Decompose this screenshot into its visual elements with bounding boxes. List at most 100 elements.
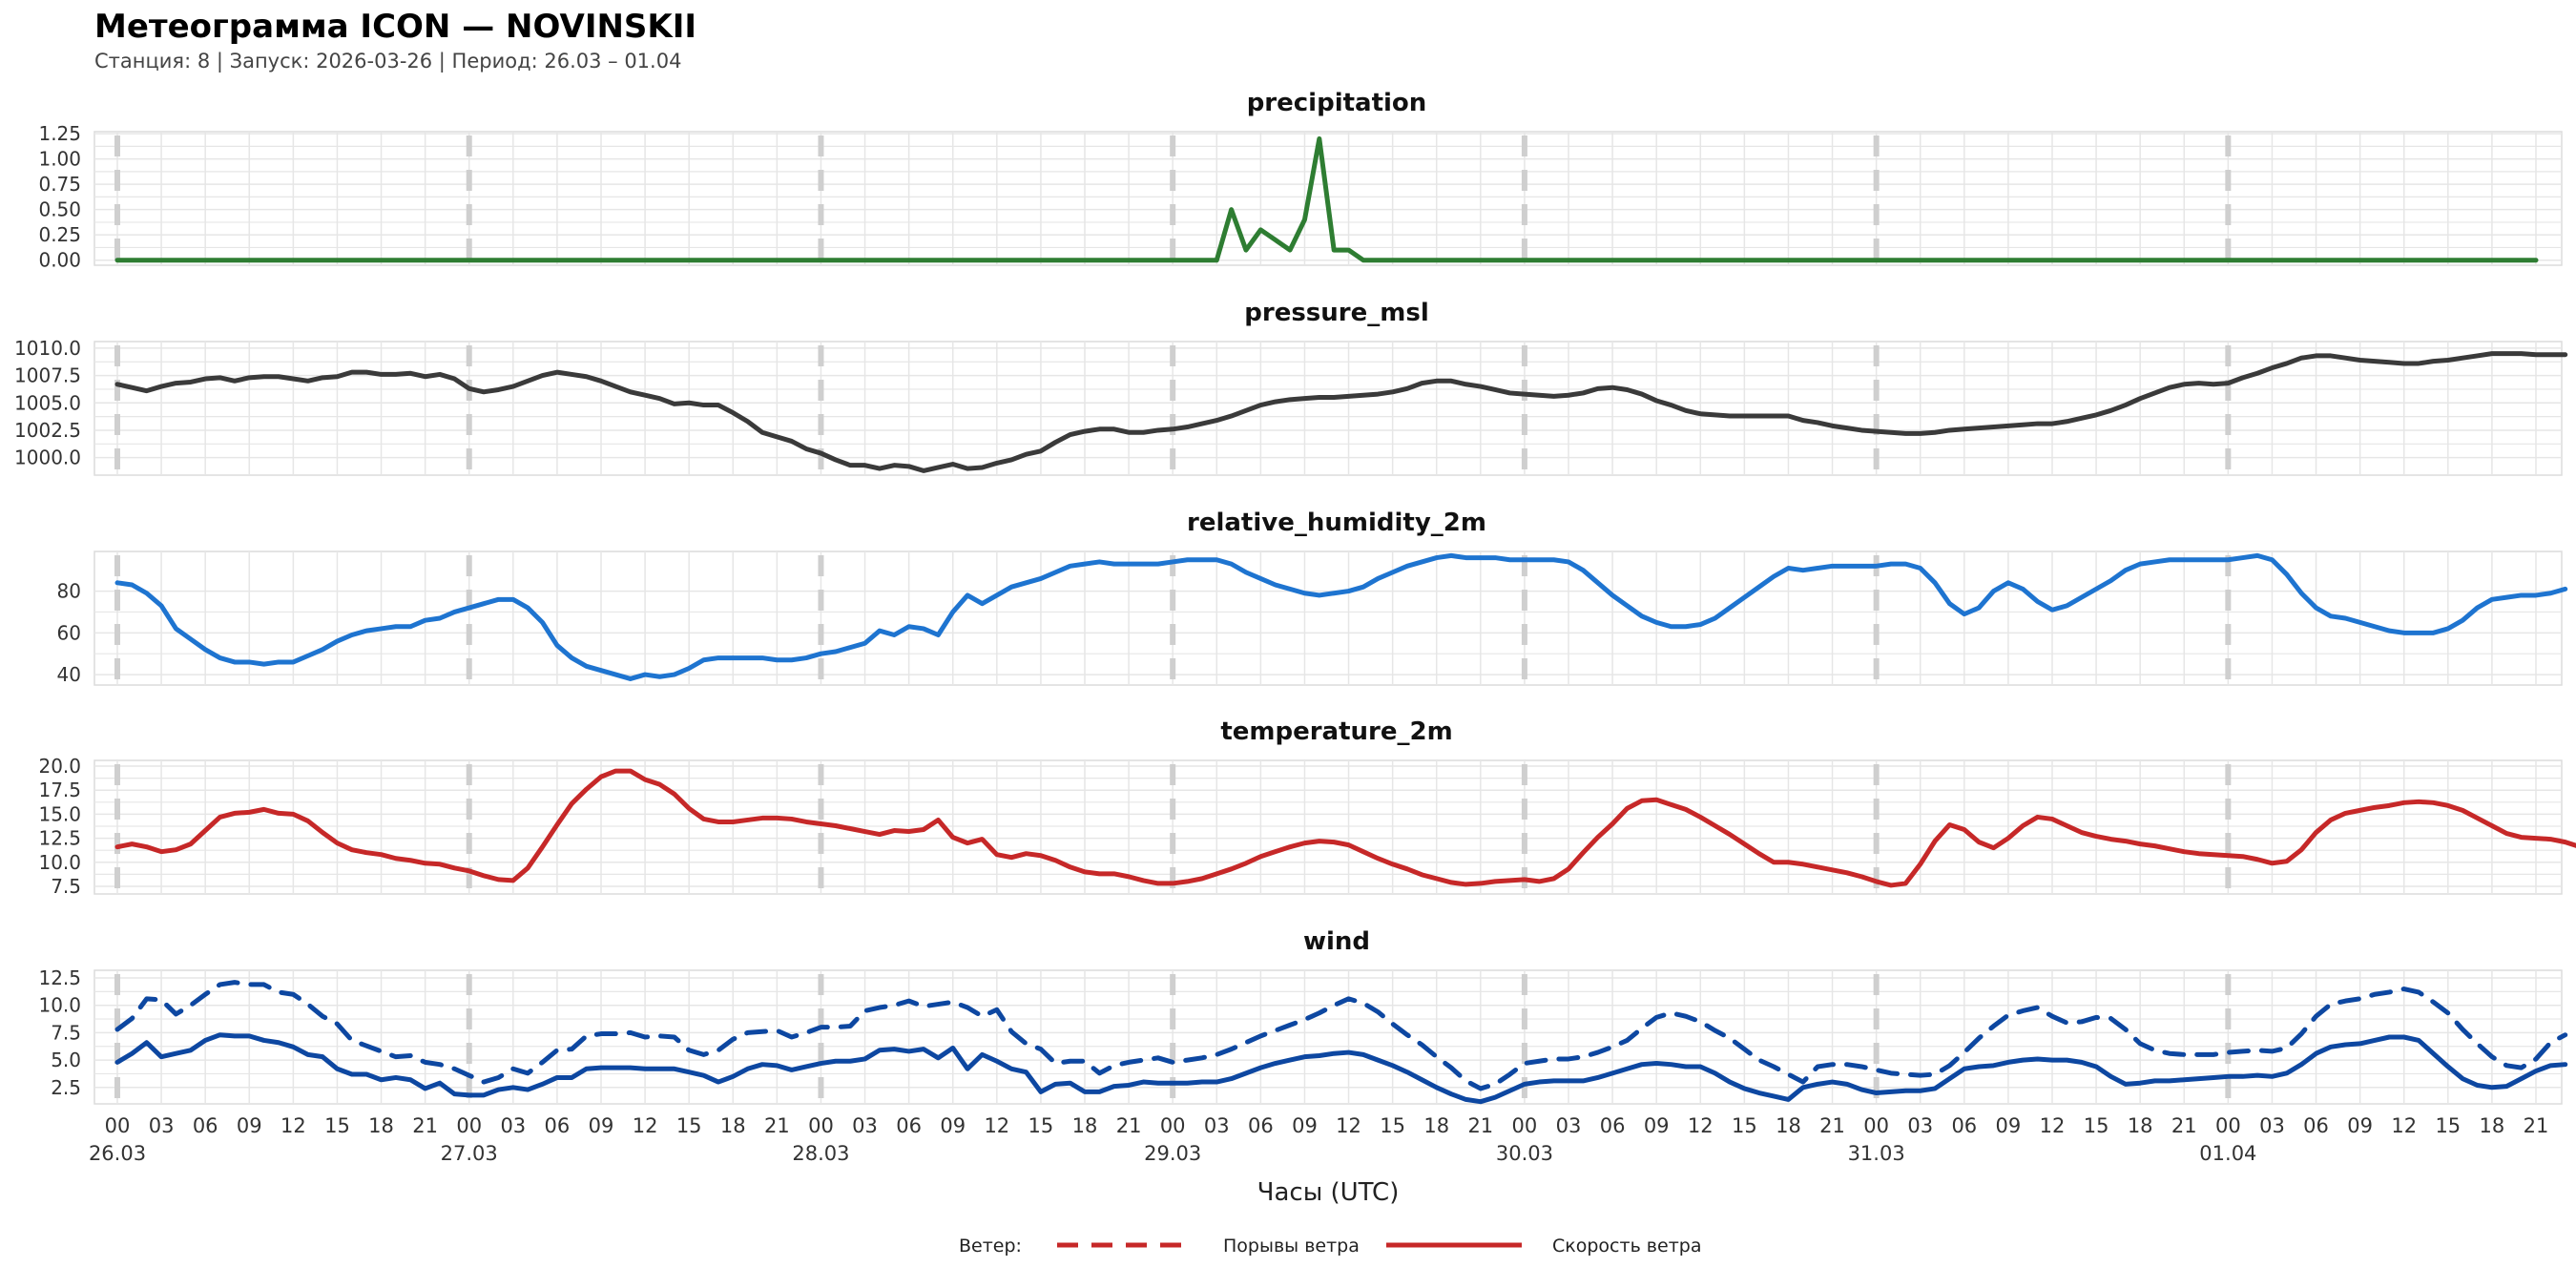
x-tick-label: 09 bbox=[1644, 1114, 1670, 1137]
x-tick-label: 09 bbox=[2347, 1114, 2373, 1137]
x-tick-label: 21 bbox=[764, 1114, 790, 1137]
x-day-label: 30.03 bbox=[1496, 1142, 1553, 1165]
x-tick-label: 06 bbox=[545, 1114, 571, 1137]
x-tick-label: 06 bbox=[1951, 1114, 1977, 1137]
x-tick-label: 00 bbox=[1512, 1114, 1538, 1137]
x-tick-label: 21 bbox=[412, 1114, 438, 1137]
x-tick-label: 09 bbox=[1292, 1114, 1318, 1137]
y-tick-label-pressure_msl: 1000.0 bbox=[14, 447, 81, 469]
x-tick-label: 18 bbox=[720, 1114, 746, 1137]
x-day-label: 28.03 bbox=[792, 1142, 849, 1165]
x-tick-label: 12 bbox=[280, 1114, 306, 1137]
panel-title: relative_humidity_2m bbox=[1187, 509, 1486, 537]
x-tick-label: 03 bbox=[149, 1114, 175, 1137]
x-tick-label: 15 bbox=[676, 1114, 702, 1137]
legend-label: Порывы ветра bbox=[1223, 1236, 1360, 1257]
x-tick-label: 03 bbox=[852, 1114, 878, 1137]
y-tick-label-temperature_2m: 12.5 bbox=[38, 827, 81, 850]
panel-frame-temperature_2m bbox=[93, 759, 2563, 895]
y-tick-label-wind: 2.5 bbox=[51, 1076, 81, 1099]
x-tick-label: 21 bbox=[1467, 1114, 1493, 1137]
x-tick-label: 12 bbox=[633, 1114, 658, 1137]
x-tick-label: 18 bbox=[1776, 1114, 1801, 1137]
y-tick-label-precipitation: 1.25 bbox=[38, 122, 81, 145]
x-day-label: 01.04 bbox=[2199, 1142, 2256, 1165]
panel-title: precipitation bbox=[1247, 89, 1427, 117]
x-tick-label: 21 bbox=[1819, 1114, 1845, 1137]
legend-label: Скорость ветра bbox=[1552, 1236, 1701, 1257]
x-day-label: 31.03 bbox=[1848, 1142, 1905, 1165]
y-tick-label-relative_humidity_2m: 60 bbox=[57, 621, 81, 644]
y-tick-label-relative_humidity_2m: 40 bbox=[57, 663, 81, 686]
panel-title: temperature_2m bbox=[1220, 717, 1452, 746]
x-tick-label: 18 bbox=[1423, 1114, 1449, 1137]
x-tick-label: 21 bbox=[1116, 1114, 1142, 1137]
x-tick-label: 00 bbox=[808, 1114, 834, 1137]
x-tick-label: 03 bbox=[1907, 1114, 1933, 1137]
x-tick-label: 12 bbox=[1688, 1114, 1714, 1137]
y-tick-label-precipitation: 0.75 bbox=[38, 173, 81, 196]
x-tick-label: 00 bbox=[105, 1114, 131, 1137]
panel-frame-pressure_msl bbox=[93, 341, 2563, 476]
x-tick-label: 15 bbox=[1028, 1114, 1054, 1137]
x-tick-label: 15 bbox=[1732, 1114, 1757, 1137]
series-line-temperature_2m bbox=[114, 768, 2576, 888]
x-tick-label: 12 bbox=[1336, 1114, 1361, 1137]
x-tick-label: 21 bbox=[2171, 1114, 2197, 1137]
x-tick-label: 06 bbox=[2303, 1114, 2329, 1137]
y-tick-label-wind: 5.0 bbox=[51, 1049, 81, 1071]
y-tick-label-pressure_msl: 1010.0 bbox=[14, 337, 81, 360]
panel-frame-wind bbox=[93, 969, 2563, 1105]
x-tick-label: 18 bbox=[1072, 1114, 1098, 1137]
x-axis-label: Часы (UTC) bbox=[1257, 1178, 1400, 1207]
series-line-relative_humidity_2m bbox=[114, 552, 2568, 681]
x-tick-label: 03 bbox=[2259, 1114, 2285, 1137]
x-tick-label: 15 bbox=[1380, 1114, 1405, 1137]
y-tick-label-wind: 10.0 bbox=[38, 994, 81, 1017]
x-tick-label: 21 bbox=[2524, 1114, 2549, 1137]
legend-title: Ветер: bbox=[959, 1236, 1022, 1257]
x-tick-label: 15 bbox=[2435, 1114, 2461, 1137]
y-tick-label-wind: 12.5 bbox=[38, 966, 81, 989]
x-tick-label: 12 bbox=[2040, 1114, 2066, 1137]
y-tick-label-pressure_msl: 1002.5 bbox=[14, 419, 81, 442]
y-tick-label-temperature_2m: 10.0 bbox=[38, 851, 81, 874]
x-tick-label: 00 bbox=[456, 1114, 482, 1137]
x-tick-label: 18 bbox=[2480, 1114, 2505, 1137]
x-tick-label: 09 bbox=[237, 1114, 262, 1137]
x-day-label: 27.03 bbox=[441, 1142, 498, 1165]
x-tick-label: 12 bbox=[2391, 1114, 2417, 1137]
y-tick-label-relative_humidity_2m: 80 bbox=[57, 580, 81, 603]
series-line-Скорость-ветра bbox=[114, 1032, 2568, 1105]
x-tick-label: 09 bbox=[589, 1114, 614, 1137]
x-tick-label: 03 bbox=[1556, 1114, 1582, 1137]
x-tick-label: 15 bbox=[324, 1114, 350, 1137]
x-tick-label: 12 bbox=[984, 1114, 1009, 1137]
x-tick-label: 00 bbox=[1160, 1114, 1186, 1137]
y-tick-label-temperature_2m: 20.0 bbox=[38, 755, 81, 778]
x-tick-label: 03 bbox=[1204, 1114, 1230, 1137]
chart-subtitle: Станция: 8 | Запуск: 2026-03-26 | Период… bbox=[94, 50, 682, 73]
y-tick-label-precipitation: 1.00 bbox=[38, 148, 81, 171]
x-tick-label: 09 bbox=[1996, 1114, 2022, 1137]
y-tick-label-precipitation: 0.50 bbox=[38, 198, 81, 221]
x-day-label: 26.03 bbox=[89, 1142, 146, 1165]
x-tick-label: 06 bbox=[1248, 1114, 1274, 1137]
x-tick-label: 03 bbox=[500, 1114, 526, 1137]
series-line-Порывы-ветра bbox=[114, 980, 2568, 1091]
x-tick-label: 00 bbox=[1863, 1114, 1889, 1137]
x-tick-label: 18 bbox=[2128, 1114, 2153, 1137]
y-tick-label-temperature_2m: 15.0 bbox=[38, 802, 81, 825]
x-tick-label: 06 bbox=[1600, 1114, 1626, 1137]
y-tick-label-precipitation: 0.00 bbox=[38, 249, 81, 272]
y-tick-label-wind: 7.5 bbox=[51, 1021, 81, 1044]
x-tick-label: 06 bbox=[896, 1114, 922, 1137]
x-day-label: 29.03 bbox=[1144, 1142, 1201, 1165]
x-tick-label: 18 bbox=[368, 1114, 394, 1137]
y-tick-label-temperature_2m: 17.5 bbox=[38, 779, 81, 801]
series-line-pressure_msl bbox=[114, 351, 2568, 473]
y-tick-label-pressure_msl: 1005.0 bbox=[14, 391, 81, 414]
chart-title: Метеограмма ICON — NOVINSKII bbox=[94, 8, 697, 46]
y-tick-label-pressure_msl: 1007.5 bbox=[14, 364, 81, 387]
